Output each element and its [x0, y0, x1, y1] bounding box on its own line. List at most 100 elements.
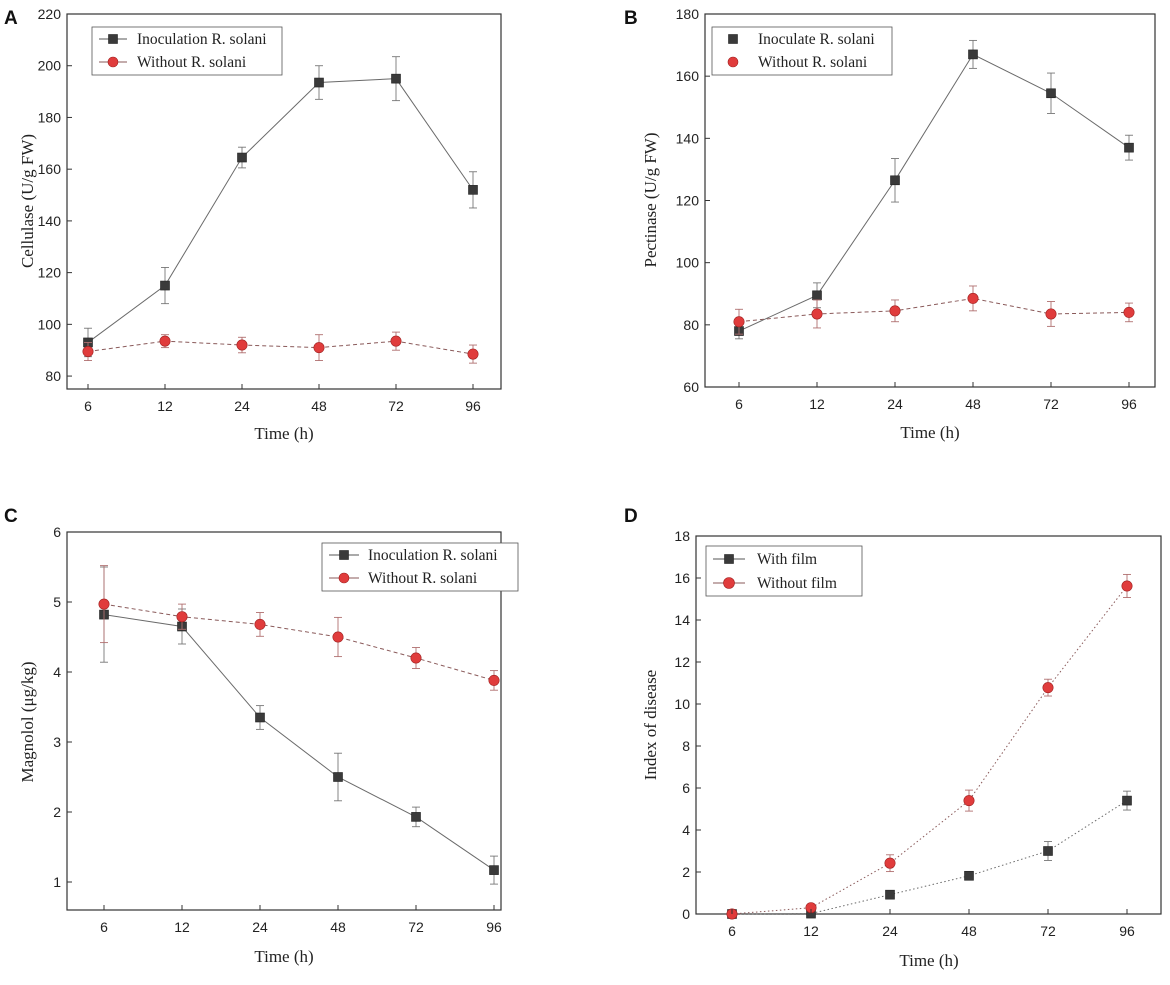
y-ticks: 0 2 4 6 8 10 12 14 16 18	[674, 528, 701, 922]
legend-label-1: Inoculate R. solani	[758, 31, 875, 48]
legend-box	[91, 26, 283, 76]
legend-marker-2	[107, 56, 119, 68]
y-tick-label: 16	[674, 570, 690, 586]
x-axis-title: Time (h)	[254, 424, 313, 443]
data-point	[964, 870, 974, 881]
x-tick-label: 72	[1043, 396, 1059, 412]
data-marks	[98, 565, 500, 885]
data-point	[488, 674, 500, 686]
y-tick-label: 2	[53, 804, 61, 820]
data-point	[1046, 88, 1056, 99]
data-point	[176, 611, 188, 623]
series-line	[738, 53, 1130, 332]
data-point	[313, 342, 325, 354]
y-axis-title: Pectinase (U/g FW)	[641, 132, 660, 267]
data-point	[968, 49, 978, 60]
legend-label-1: Inoculation R. solani	[137, 31, 267, 48]
x-axis-title: Time (h)	[900, 423, 959, 442]
y-tick-label: 6	[53, 524, 61, 540]
data-point	[82, 345, 94, 357]
y-ticks: 80 100 120 140 160 180 200 220	[38, 6, 72, 384]
panel-letter: A	[4, 8, 18, 29]
legend-marker-2	[727, 56, 739, 68]
x-tick-label: 96	[465, 398, 481, 414]
data-point	[884, 857, 896, 869]
data-point	[1123, 306, 1135, 318]
data-marks	[82, 56, 479, 364]
legend-box	[711, 26, 893, 76]
y-tick-label: 3	[53, 734, 61, 750]
legend: With film Without film	[705, 545, 863, 597]
data-point	[314, 77, 324, 88]
y-tick-label: 8	[682, 738, 690, 754]
plot-frame	[66, 531, 502, 911]
data-point	[391, 73, 401, 84]
data-marks	[726, 573, 1133, 920]
legend: Inoculation R. solani Without R. solani	[321, 542, 519, 592]
y-tick-label: 60	[683, 379, 699, 395]
series-line	[738, 297, 1130, 323]
data-point	[236, 339, 248, 351]
legend: Inoculate R. solani Without R. solani	[711, 26, 893, 76]
data-point	[410, 652, 422, 664]
y-ticks: 60 80 100 120 140 160 180	[676, 6, 710, 395]
data-point	[885, 889, 895, 900]
legend-label-1: With film	[757, 551, 817, 568]
data-point	[98, 598, 110, 610]
y-tick-label: 6	[682, 780, 690, 796]
data-point	[811, 308, 823, 320]
series-line	[87, 78, 474, 343]
series-line	[731, 585, 1128, 915]
y-tick-label: 200	[38, 58, 62, 74]
x-ticks: 6 12 24 48 72 96	[735, 382, 1137, 412]
data-point	[1121, 580, 1133, 592]
y-tick-label: 160	[676, 68, 700, 84]
y-tick-label: 120	[38, 265, 62, 281]
data-point	[890, 175, 900, 186]
x-ticks: 6 12 24 48 72 96	[728, 909, 1135, 939]
y-tick-label: 18	[674, 528, 690, 544]
series-line	[103, 603, 495, 681]
y-tick-label: 80	[683, 317, 699, 333]
series-line	[731, 800, 1128, 915]
data-point	[967, 292, 979, 304]
x-tick-label: 48	[330, 919, 346, 935]
x-tick-label: 72	[1040, 923, 1056, 939]
data-point	[963, 795, 975, 807]
x-tick-label: 96	[486, 919, 502, 935]
y-tick-label: 140	[38, 213, 62, 229]
x-tick-label: 48	[961, 923, 977, 939]
x-tick-label: 6	[100, 919, 108, 935]
x-tick-label: 12	[803, 923, 819, 939]
x-tick-label: 24	[252, 919, 268, 935]
series-line	[103, 614, 495, 871]
legend-box	[321, 542, 519, 592]
x-tick-label: 6	[728, 923, 736, 939]
legend-label-1: Inoculation R. solani	[368, 547, 498, 564]
x-tick-label: 12	[174, 919, 190, 935]
y-tick-label: 5	[53, 594, 61, 610]
legend: Inoculation R. solani Without R. solani	[91, 26, 283, 76]
y-tick-label: 1	[53, 874, 61, 890]
legend-marker-1	[724, 554, 734, 564]
y-tick-label: 2	[682, 864, 690, 880]
x-tick-label: 24	[882, 923, 898, 939]
panel-letter: B	[624, 8, 638, 29]
data-point	[889, 305, 901, 317]
data-point	[468, 185, 478, 195]
x-ticks: 6 12 24 48 72 96	[84, 384, 481, 414]
legend-label-2: Without R. solani	[758, 54, 868, 71]
y-tick-label: 120	[676, 193, 700, 209]
y-tick-label: 10	[674, 696, 690, 712]
y-tick-label: 14	[674, 612, 690, 628]
x-axis-title: Time (h)	[254, 947, 313, 966]
data-point	[159, 335, 171, 347]
plot-frame	[66, 13, 502, 390]
data-point	[1043, 846, 1053, 856]
y-tick-label: 4	[53, 664, 61, 680]
x-tick-label: 6	[735, 396, 743, 412]
data-point	[411, 812, 421, 822]
